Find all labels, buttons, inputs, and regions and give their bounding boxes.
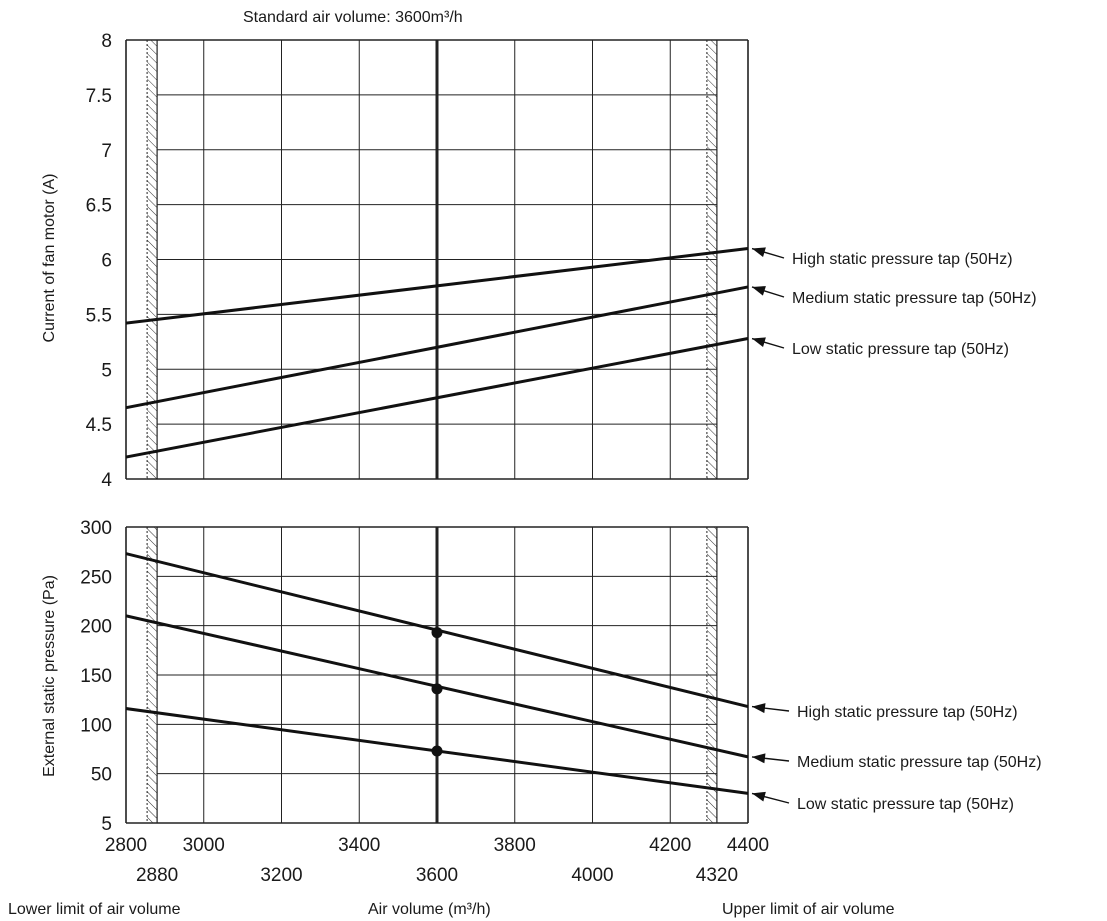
y-tick-label-3: 5.5	[86, 305, 112, 326]
x-tick-label-top-4: 4200	[649, 835, 691, 856]
pressure-y-ticks: 5 50 100 150 200 250 300	[80, 518, 112, 835]
legend-label-2: Low static pressure tap (50Hz)	[792, 341, 1009, 358]
x-tick-label-bottom-1: 3200	[260, 865, 302, 886]
series-line-0	[125, 247, 749, 325]
series-line-2	[125, 337, 749, 459]
current-y-ticks: 4 4.5 5 5.5 6 6.5 7 7.5 8	[86, 31, 113, 491]
x-tick-label-bottom-4: 4320	[696, 865, 738, 886]
legend-arrowhead-0	[752, 247, 766, 258]
pressure-legend-annotations: High static pressure tap (50Hz) Medium st…	[751, 703, 1042, 813]
x-axis-label: Air volume (m³/h)	[368, 901, 491, 918]
current-y-axis-label: Current of fan motor (A)	[41, 174, 58, 343]
y-tick-label-1: 4.5	[86, 415, 112, 436]
y-tick-label-7: 7.5	[86, 86, 112, 107]
legend-arrowhead-1	[752, 753, 766, 764]
pressure-y-axis-label: External static pressure (Pa)	[41, 575, 58, 777]
x-tick-label-top-1: 3000	[183, 835, 225, 856]
y-tick-label-0: 5	[101, 814, 112, 835]
x-tick-label-top-3: 3800	[494, 835, 536, 856]
lower-limit-band	[147, 527, 158, 823]
legend-label-0: High static pressure tap (50Hz)	[797, 704, 1018, 721]
x-tick-label-bottom-3: 4000	[571, 865, 613, 886]
pressure-grid	[125, 526, 749, 824]
y-tick-label-5: 250	[80, 567, 112, 588]
current-grid	[125, 39, 749, 480]
legend-arrowhead-1	[752, 286, 766, 296]
operating-point-0	[431, 627, 443, 639]
y-tick-label-4: 200	[80, 617, 112, 638]
legend-label-1: Medium static pressure tap (50Hz)	[797, 754, 1042, 771]
upper-limit-band	[706, 527, 717, 823]
y-tick-label-4: 6	[101, 251, 112, 272]
air-volume-x-ticks: 2800 3000 3400 3800 4200 4400 2880 3200 3600 4000…	[105, 835, 769, 886]
pressure-limit-hatch	[146, 527, 718, 823]
y-tick-label-2: 100	[80, 715, 112, 736]
y-tick-label-6: 7	[101, 141, 112, 162]
x-tick-label-bottom-2: 3600	[416, 865, 458, 886]
legend-label-0: High static pressure tap (50Hz)	[792, 251, 1013, 268]
standard-operating-points	[431, 627, 443, 757]
current-limit-hatch	[146, 40, 718, 479]
upper-limit-label: Upper limit of air volume	[722, 901, 895, 918]
upper-limit-band	[706, 40, 717, 479]
current-panel: 4 4.5 5 5.5 6 6.5 7 7.5 8 High static pressure t…	[86, 31, 1037, 491]
y-tick-label-1: 50	[91, 765, 112, 786]
current-legend-annotations: High static pressure tap (50Hz) Medium st…	[751, 247, 1037, 358]
y-tick-label-6: 300	[80, 518, 112, 539]
legend-label-1: Medium static pressure tap (50Hz)	[792, 290, 1037, 307]
y-tick-label-8: 8	[101, 31, 112, 52]
legend-arrowhead-2	[752, 791, 766, 802]
lower-limit-band	[147, 40, 158, 479]
current-series-lines	[125, 247, 749, 459]
legend-arrowhead-0	[752, 703, 766, 714]
y-tick-label-5: 6.5	[86, 196, 112, 217]
operating-point-1	[431, 683, 443, 695]
x-tick-label-bottom-0: 2880	[136, 865, 178, 886]
x-tick-label-top-2: 3400	[338, 835, 380, 856]
operating-point-2	[431, 745, 443, 757]
lower-limit-label: Lower limit of air volume	[8, 901, 181, 918]
y-tick-label-2: 5	[101, 360, 112, 381]
series-line-1	[125, 285, 749, 410]
chart-title: Standard air volume: 3600m³/h	[243, 9, 463, 26]
y-tick-label-3: 150	[80, 666, 112, 687]
y-tick-label-0: 4	[101, 470, 112, 491]
legend-label-2: Low static pressure tap (50Hz)	[797, 796, 1014, 813]
x-tick-label-top-0: 2800	[105, 835, 147, 856]
legend-arrowhead-2	[752, 337, 766, 348]
x-tick-label-top-5: 4400	[727, 835, 769, 856]
